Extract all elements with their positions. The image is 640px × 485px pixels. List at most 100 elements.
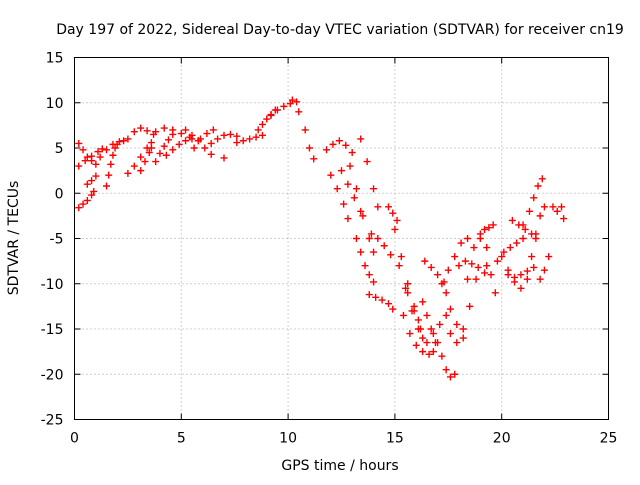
data-point (532, 230, 540, 238)
series-arc-41 (455, 257, 489, 277)
data-point (406, 330, 414, 338)
series-arc-08 (124, 124, 158, 143)
data-point (367, 230, 375, 238)
data-point (511, 273, 519, 281)
data-point (109, 151, 117, 159)
data-point (162, 151, 170, 159)
series-arc-36 (429, 311, 450, 338)
series-arc-09 (137, 144, 155, 175)
data-point (83, 153, 91, 161)
data-point (169, 126, 177, 134)
data-point (389, 305, 397, 313)
data-point (130, 162, 138, 170)
series-arc-27 (367, 230, 395, 259)
data-point (115, 138, 123, 146)
data-point (468, 260, 476, 268)
y-tick-label: 0 (55, 186, 64, 202)
series-arc-45 (493, 235, 527, 265)
data-point (152, 128, 160, 136)
data-point (182, 126, 190, 134)
series-arc-47 (504, 263, 538, 281)
data-point (357, 207, 365, 215)
data-point (305, 144, 313, 152)
series-arc-02 (75, 145, 106, 170)
series-arc-39 (442, 289, 467, 342)
data-point (421, 257, 429, 265)
y-tick-label: -5 (50, 232, 64, 248)
data-point (446, 305, 454, 313)
data-point (523, 275, 531, 283)
series-arc-44 (483, 262, 499, 297)
series-arc-15 (207, 130, 241, 147)
data-point (491, 289, 499, 297)
data-point (79, 200, 87, 208)
data-point (459, 325, 467, 333)
data-point (365, 235, 373, 242)
data-point (145, 149, 153, 157)
data-point (427, 263, 435, 271)
data-point (88, 177, 96, 185)
data-point (519, 221, 527, 229)
data-point (164, 136, 172, 144)
series-arc-40 (438, 235, 472, 288)
data-point (451, 370, 459, 378)
data-point (423, 339, 431, 347)
data-point (96, 153, 104, 161)
data-point (252, 133, 260, 141)
data-point (474, 263, 482, 271)
data-point (498, 253, 506, 261)
data-point (288, 96, 296, 104)
data-point (107, 160, 115, 168)
data-point (177, 130, 185, 138)
data-point (374, 203, 382, 211)
data-point (361, 262, 369, 270)
data-point (453, 339, 461, 347)
data-point (476, 230, 484, 238)
data-point (384, 300, 392, 308)
series-arc-19 (267, 98, 301, 119)
data-point (397, 253, 405, 261)
data-point (451, 253, 459, 261)
data-point (504, 271, 512, 279)
data-point (560, 215, 568, 223)
data-point (387, 251, 395, 259)
series-arc-14 (190, 126, 217, 152)
tick-label-layer: 0 5 10 15 20 25 15 10 5 0 -5 -10 -15 -20 -25 (41, 51, 618, 447)
data-point (442, 311, 450, 319)
data-point (188, 131, 196, 139)
data-point (404, 280, 412, 288)
data-point (329, 140, 337, 148)
series-arc-13 (182, 126, 215, 158)
data-point (391, 225, 399, 233)
data-point (175, 140, 183, 148)
data-point (352, 235, 360, 242)
data-point (310, 155, 318, 163)
data-point (455, 262, 463, 270)
data-point (513, 239, 521, 247)
series-arc-17 (233, 131, 266, 147)
data-point (103, 146, 111, 154)
series-arc-33 (404, 289, 437, 356)
x-tick-label: 10 (279, 431, 297, 447)
data-point (156, 149, 164, 157)
data-point (350, 194, 358, 202)
data-point (419, 348, 427, 356)
data-point (525, 207, 533, 215)
data-point (521, 225, 529, 233)
series-arc-50 (523, 203, 548, 283)
data-point (536, 275, 544, 283)
data-point (346, 162, 354, 170)
data-point (464, 235, 472, 242)
data-point (233, 139, 241, 147)
y-tick-label: 15 (46, 51, 64, 67)
data-point (472, 275, 480, 283)
data-point (483, 244, 491, 252)
data-point (553, 207, 561, 215)
data-point (342, 141, 350, 149)
data-point (239, 137, 247, 145)
series-arc-49 (519, 175, 546, 229)
series-arc-03 (75, 187, 98, 212)
data-point (446, 373, 454, 381)
data-point (220, 154, 228, 162)
data-point (141, 158, 149, 166)
